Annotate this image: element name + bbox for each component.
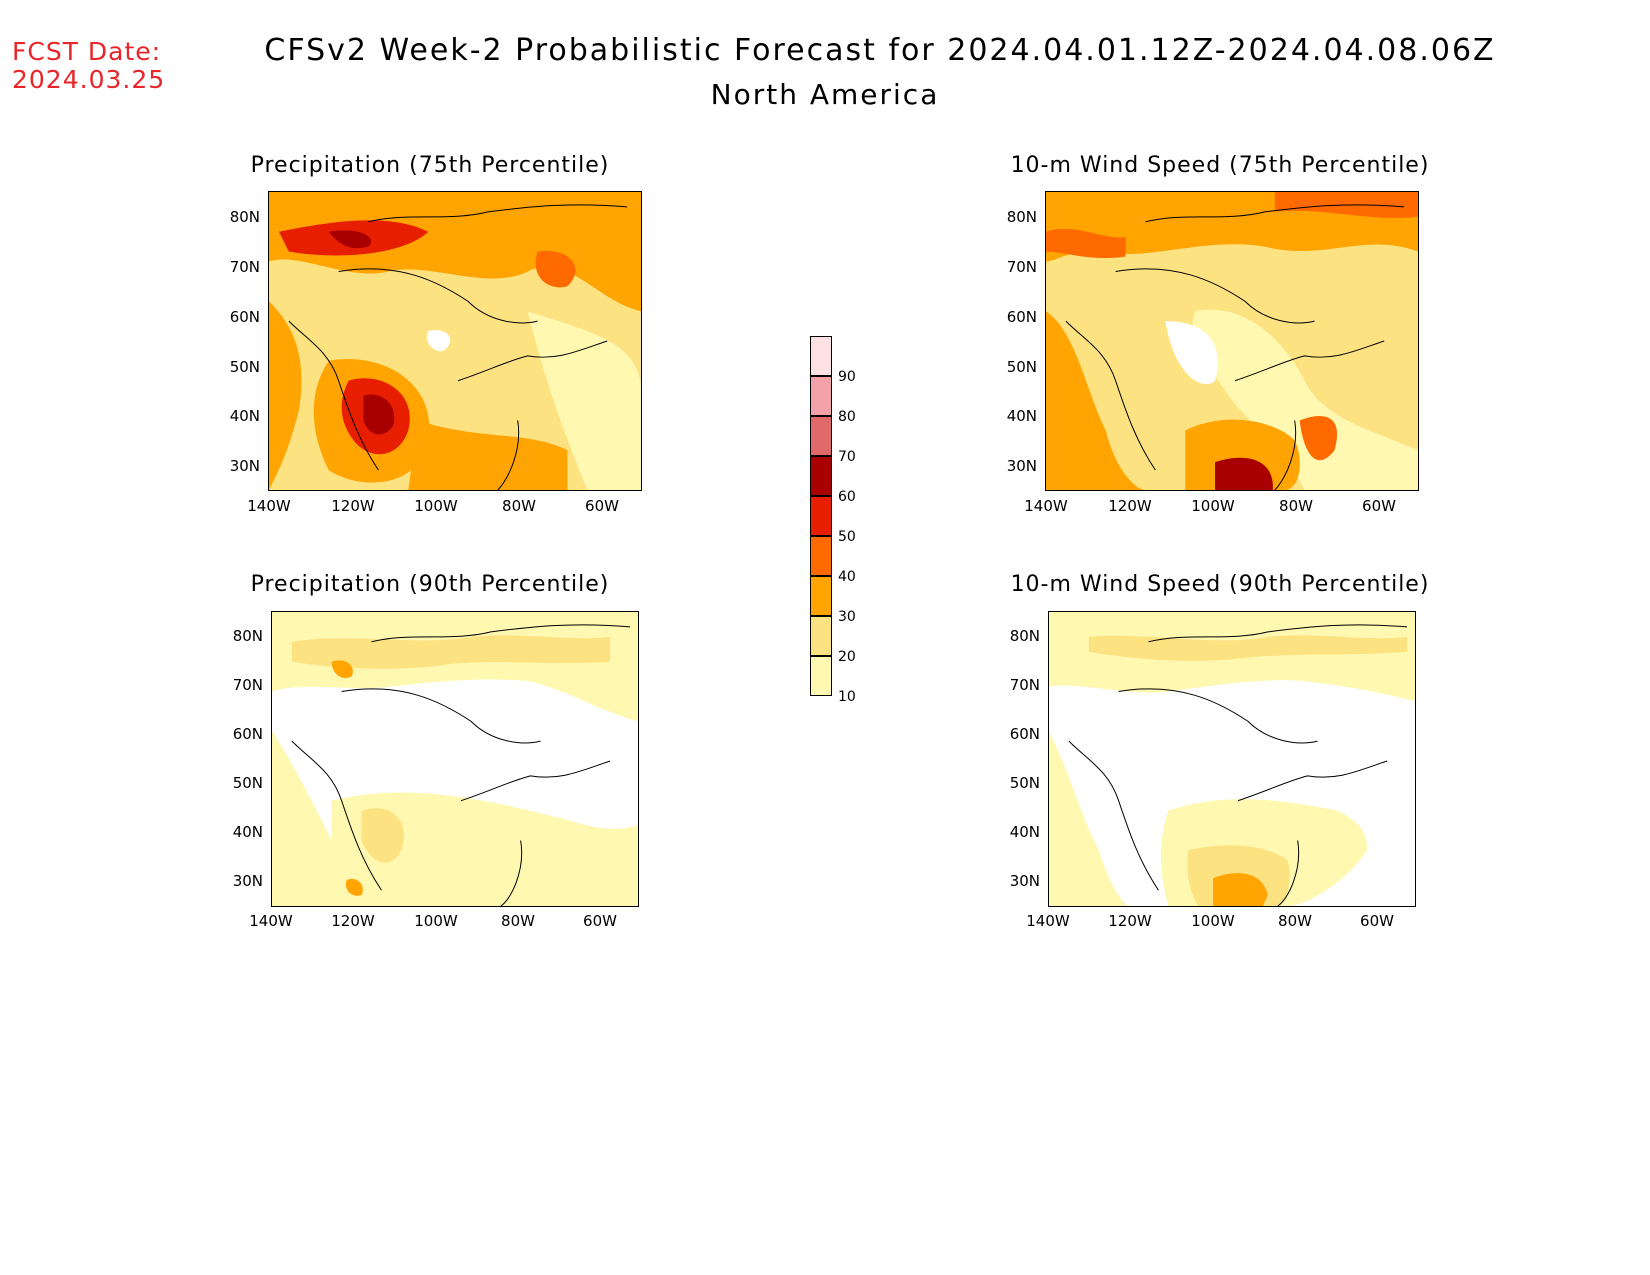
region-subtitle: North America [710,78,940,111]
map-wind-90 [1048,611,1416,907]
lat-label: 60N [229,308,260,326]
lat-label: 70N [229,258,260,276]
lat-label: 70N [232,676,263,694]
legend-label: 20 [838,649,856,665]
legend-swatch-60 [810,456,832,496]
panel-title-wind-90: 10-m Wind Speed (90th Percentile) [1010,572,1430,597]
lat-label: 30N [1009,872,1040,890]
figure-title: CFSv2 Week-2 Probabilistic Forecast for … [264,33,1496,68]
lon-label: 60W [1360,912,1394,930]
map-wind-75 [1045,191,1419,491]
map-precip-75 [268,191,642,491]
lat-label: 30N [1006,457,1037,475]
lat-label: 30N [232,872,263,890]
lat-label: 80N [1006,208,1037,226]
lon-label: 120W [1108,912,1152,930]
legend-swatch-20 [810,616,832,656]
panel-title-wind-75: 10-m Wind Speed (75th Percentile) [1010,153,1430,178]
lon-label: 60W [1362,497,1396,515]
lon-label: 140W [1026,912,1070,930]
legend-swatch-10 [810,656,832,696]
legend-label: 90 [838,369,856,385]
legend-label: 60 [838,489,856,505]
legend-swatch-50 [810,496,832,536]
legend-swatch-30 [810,576,832,616]
lat-label: 70N [1009,676,1040,694]
lat-label: 80N [1009,627,1040,645]
legend-label: 40 [838,569,856,585]
lat-label: 70N [1006,258,1037,276]
lat-label: 40N [1009,823,1040,841]
lon-label: 120W [1108,497,1152,515]
lon-label: 120W [331,912,375,930]
lat-label: 50N [1006,358,1037,376]
legend-label: 10 [838,689,856,705]
lon-label: 60W [585,497,619,515]
lon-label: 100W [1191,497,1235,515]
lon-label: 80W [502,497,536,515]
map-precip-90 [271,611,639,907]
legend-swatch-70 [810,416,832,456]
lon-label: 80W [1278,912,1312,930]
lat-label: 50N [1009,774,1040,792]
lat-label: 40N [229,407,260,425]
lon-label: 140W [1024,497,1068,515]
lat-label: 50N [232,774,263,792]
lon-label: 80W [1279,497,1313,515]
lat-label: 60N [232,725,263,743]
lon-label: 60W [583,912,617,930]
forecast-date-caption: FCST Date: [12,37,162,66]
lat-label: 40N [232,823,263,841]
legend-swatch-90 [810,336,832,376]
lat-label: 50N [229,358,260,376]
lon-label: 80W [501,912,535,930]
lat-label: 40N [1006,407,1037,425]
panel-title-precip-90: Precipitation (90th Percentile) [250,572,610,597]
lon-label: 140W [247,497,291,515]
lat-label: 60N [1009,725,1040,743]
forecast-date-value: 2024.03.25 [12,65,166,94]
legend-label: 50 [838,529,856,545]
forecast-date-label: FCST Date: 2024.03.25 [12,38,165,94]
lat-label: 60N [1006,308,1037,326]
panel-title-precip-75: Precipitation (75th Percentile) [250,153,610,178]
legend-swatch-80 [810,376,832,416]
legend-label: 80 [838,409,856,425]
lon-label: 120W [331,497,375,515]
lon-label: 100W [414,497,458,515]
lon-label: 100W [414,912,458,930]
lon-label: 140W [249,912,293,930]
lat-label: 80N [229,208,260,226]
lat-label: 80N [232,627,263,645]
legend-label: 70 [838,449,856,465]
lon-label: 100W [1191,912,1235,930]
legend-swatch-40 [810,536,832,576]
lat-label: 30N [229,457,260,475]
legend-label: 30 [838,609,856,625]
